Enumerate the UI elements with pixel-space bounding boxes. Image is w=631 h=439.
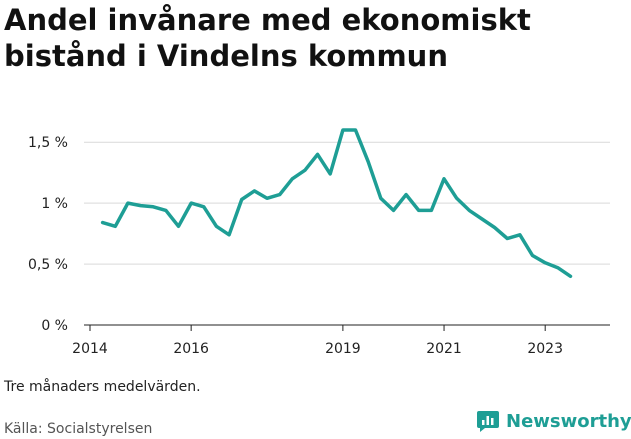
newsworthy-logo-icon (477, 411, 499, 432)
y-tick-label: 0 % (41, 318, 68, 334)
title-line-2: bistånd i Vindelns kommun (4, 39, 448, 73)
x-axis: 2014 2016 2019 2021 2023 (72, 324, 610, 357)
source-credit: Källa: Socialstyrelsen (4, 421, 153, 437)
series-line (100, 128, 573, 279)
brand-name: Newsworthy (506, 410, 631, 432)
x-tick-label: 2021 (426, 341, 462, 357)
chart-note: Tre månaders medelvärden. (4, 379, 201, 395)
title-line-1: Andel invånare med ekonomiskt (4, 3, 531, 37)
brand-logo: Newsworthy (476, 409, 631, 433)
y-tick-label: 1,5 % (28, 135, 68, 151)
grid-lines (84, 141, 610, 265)
x-tick-label: 2019 (325, 341, 361, 357)
y-tick-label: 0,5 % (28, 257, 68, 273)
chart-title: Andel invånare med ekonomiskt bistånd i … (4, 2, 624, 74)
y-axis-tick-labels: 0 % 0,5 % 1 % 1,5 % (28, 135, 68, 334)
y-tick-label: 1 % (41, 196, 68, 212)
x-tick-label: 2023 (527, 341, 563, 357)
x-tick-label: 2016 (173, 341, 209, 357)
series-layer (100, 128, 573, 279)
x-tick-label: 2014 (72, 341, 108, 357)
